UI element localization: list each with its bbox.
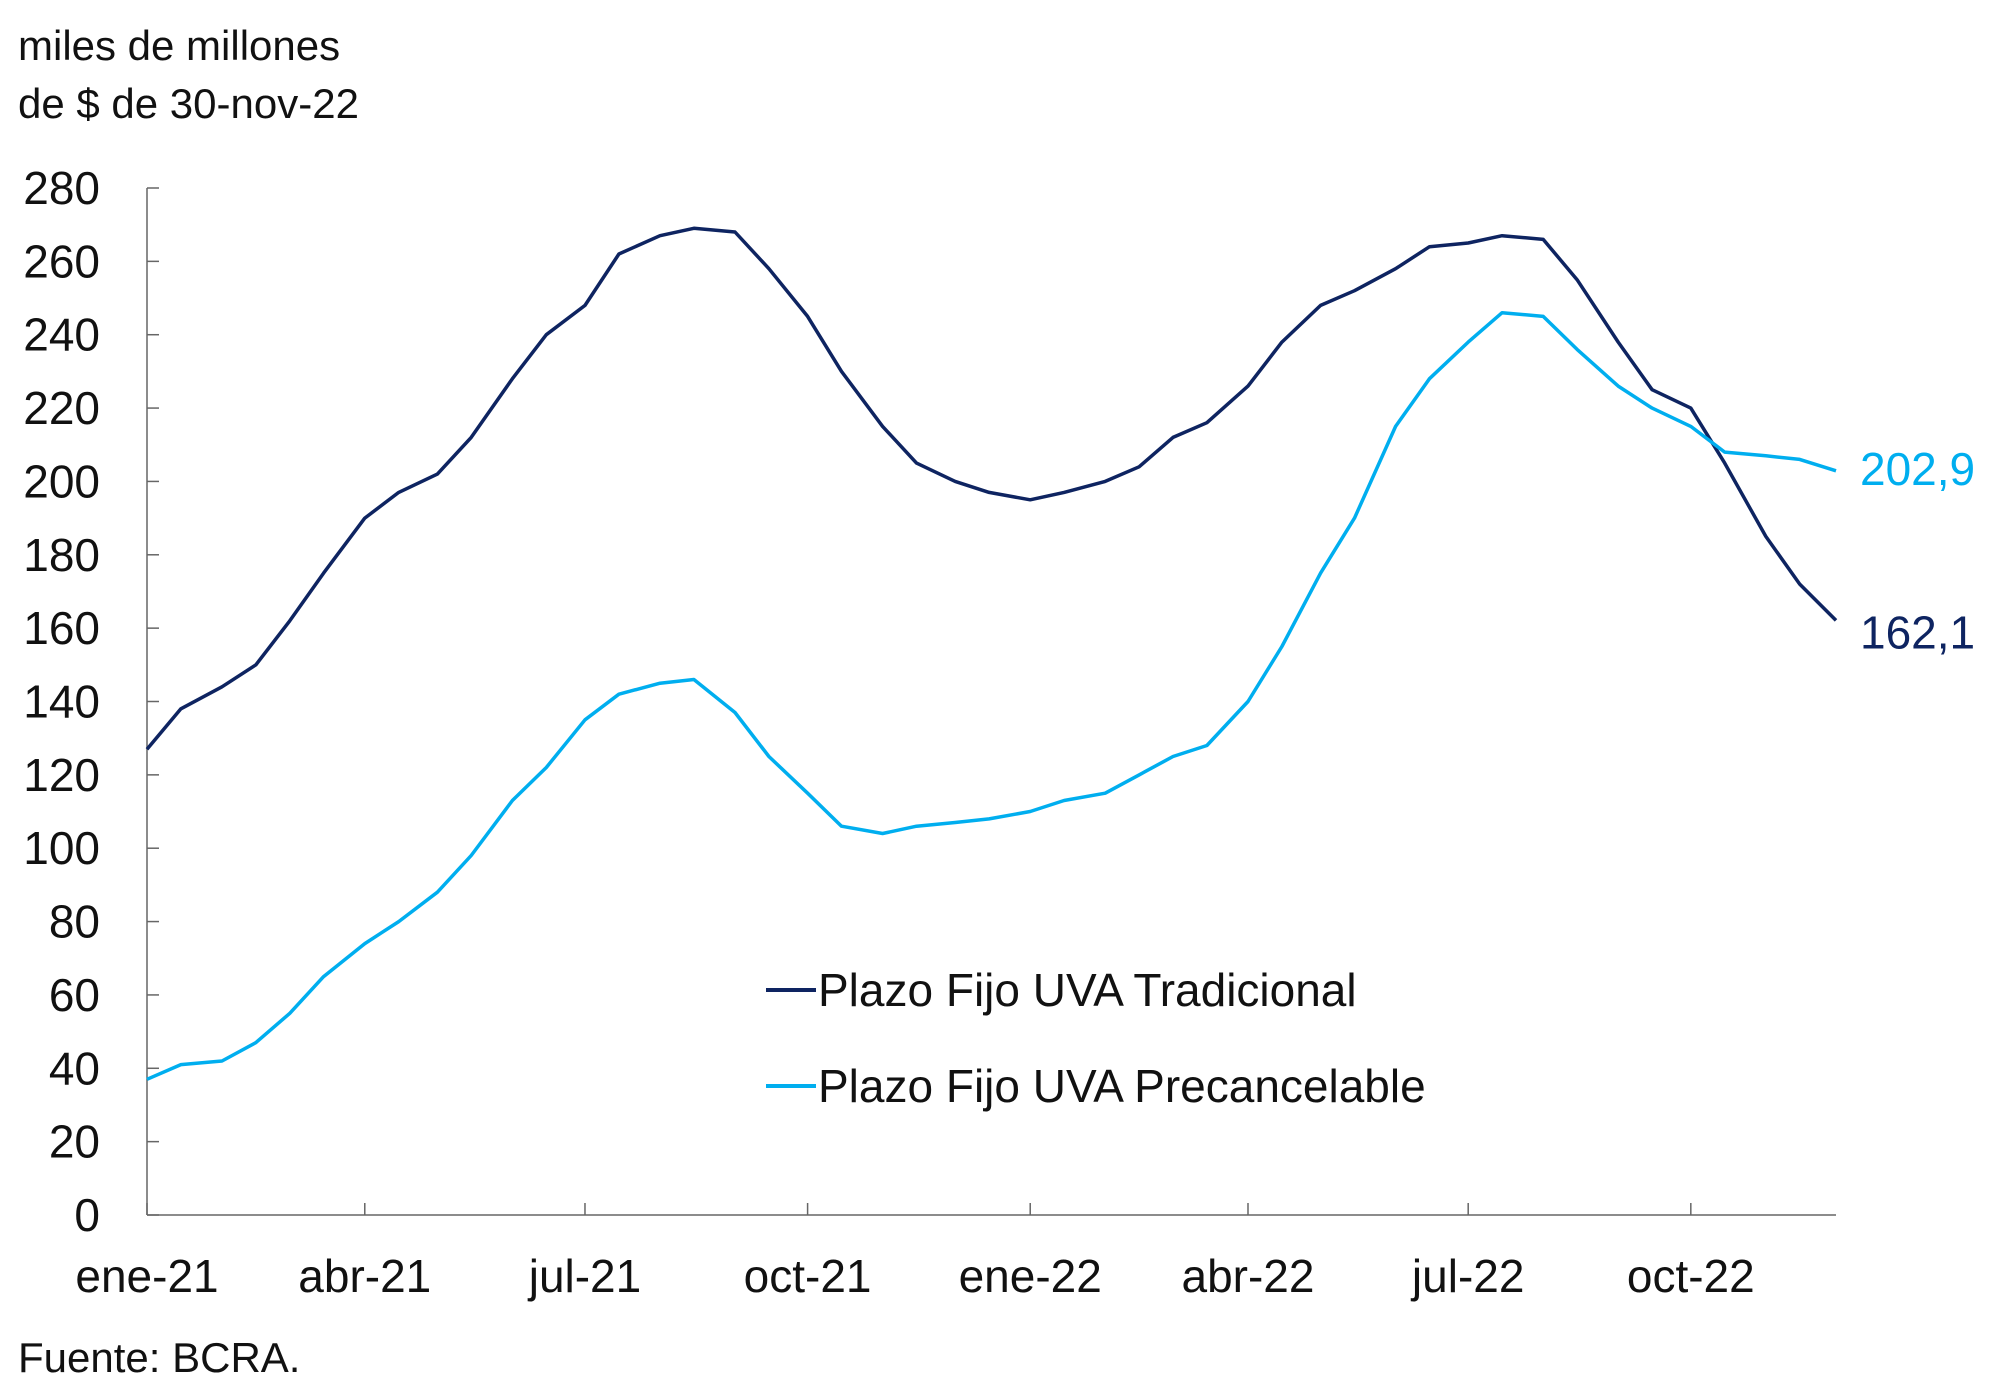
legend-label-precancelable: Plazo Fijo UVA Precancelable	[818, 1060, 1426, 1112]
y-tick-label: 220	[23, 382, 100, 434]
y-tick-label: 240	[23, 309, 100, 361]
y-tick-label: 100	[23, 822, 100, 874]
y-tick-label: 280	[23, 162, 100, 214]
y-tick-label: 200	[23, 455, 100, 507]
x-tick-label: abr-22	[1182, 1250, 1315, 1302]
y-tick-label: 140	[23, 676, 100, 728]
x-tick-label: ene-21	[75, 1250, 218, 1302]
legend-label-tradicional: Plazo Fijo UVA Tradicional	[818, 964, 1357, 1016]
x-tick-label: oct-22	[1627, 1250, 1755, 1302]
series-line-tradicional	[145, 226, 1838, 751]
source-note: Fuente: BCRA.	[18, 1334, 300, 1381]
x-tick-label: ene-22	[959, 1250, 1102, 1302]
end-value-label: 202,9	[1860, 443, 1975, 495]
y-tick-label: 0	[74, 1189, 100, 1241]
y-axis: 0 20 40 60 80 100 120 140 160 180 200 220 240 260 280	[23, 162, 159, 1241]
end-value-label: 162,1	[1860, 606, 1975, 658]
y-tick-label: 180	[23, 529, 100, 581]
series-lines	[145, 226, 1838, 1081]
y-tick-label: 40	[49, 1042, 100, 1094]
x-tick-label: abr-21	[298, 1250, 431, 1302]
y-tick-label: 80	[49, 896, 100, 948]
series-line-precancelable	[146, 310, 1837, 1081]
x-tick-label: oct-21	[744, 1250, 872, 1302]
y-axis-label-line-1: miles de millones	[18, 22, 340, 69]
legend: Plazo Fijo UVA Tradicional Plazo Fijo UV…	[766, 964, 1426, 1112]
x-tick-label: jul-21	[527, 1250, 642, 1302]
y-tick-label: 160	[23, 602, 100, 654]
y-axis-label-line-2: de $ de 30-nov-22	[18, 80, 359, 127]
y-tick-label: 260	[23, 235, 100, 287]
y-tick-label: 20	[49, 1116, 100, 1168]
x-axis: ene-21 abr-21 jul-21 oct-21 ene-22 abr-22 jul-…	[75, 1203, 1836, 1302]
y-tick-label: 60	[49, 969, 100, 1021]
x-tick-label: jul-22	[1410, 1250, 1525, 1302]
end-labels: 162,1 202,9	[1860, 443, 1975, 659]
y-tick-label: 120	[23, 749, 100, 801]
